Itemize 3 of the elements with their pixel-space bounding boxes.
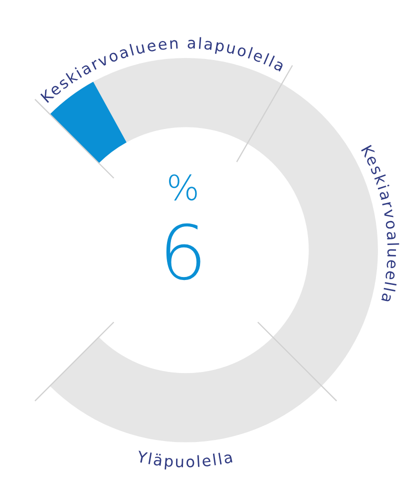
text: % [166,169,200,210]
text: Yläpuolella [134,448,236,472]
data-label: 6 [159,208,207,297]
